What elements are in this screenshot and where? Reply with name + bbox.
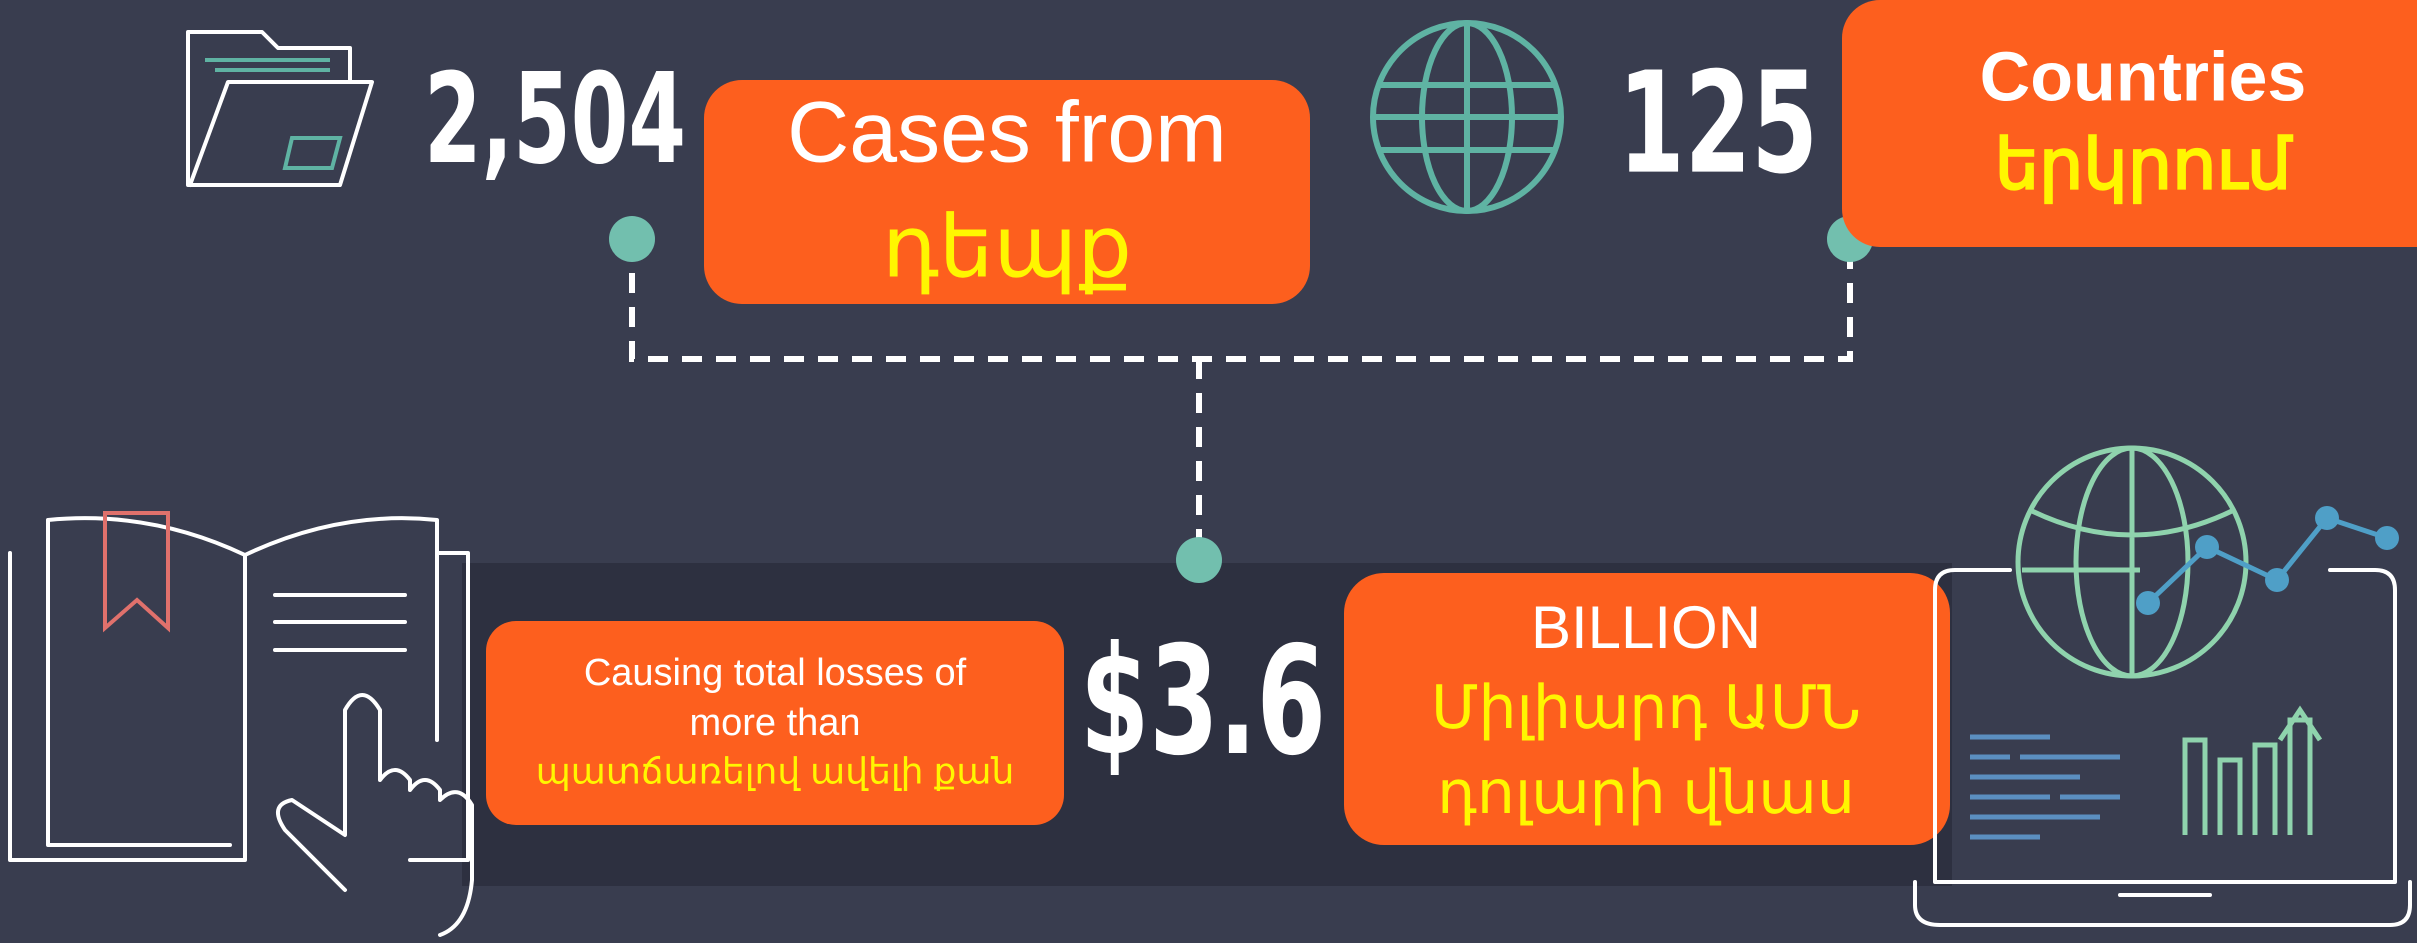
- stat-prefix-translation: պատճառելով ավելի քան: [536, 751, 1015, 792]
- stat-label: Countries: [1980, 37, 2307, 115]
- connector-dot: [609, 216, 655, 262]
- stat-translation: Միլիարդ ԱՄՆ: [1431, 674, 1861, 741]
- stat-label: BILLION: [1531, 594, 1761, 661]
- globe-icon: [1373, 23, 1561, 211]
- stat-number: 125: [1618, 43, 1818, 206]
- stat-number: 2,504: [424, 47, 686, 192]
- stat-number: $3.6: [1080, 615, 1326, 789]
- stat-translation: դոլարի վնաս: [1437, 759, 1855, 826]
- connector-dot: [1176, 537, 1222, 583]
- stat-label: Cases from: [787, 85, 1227, 181]
- stat-translation: դեպք: [882, 200, 1132, 296]
- stat-translation: երկրում: [1995, 125, 2294, 204]
- infographic: 2,504 Cases from դեպք 125 Countries երկր…: [0, 0, 2417, 943]
